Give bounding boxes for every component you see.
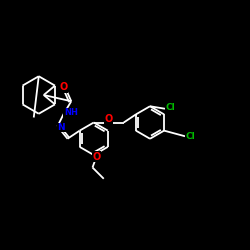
Text: O: O [104,114,112,124]
Text: O: O [92,152,100,162]
Text: Cl: Cl [186,132,196,141]
Text: NH: NH [64,108,78,117]
Text: Cl: Cl [166,103,175,112]
Text: O: O [59,82,68,92]
Text: N: N [58,123,65,132]
